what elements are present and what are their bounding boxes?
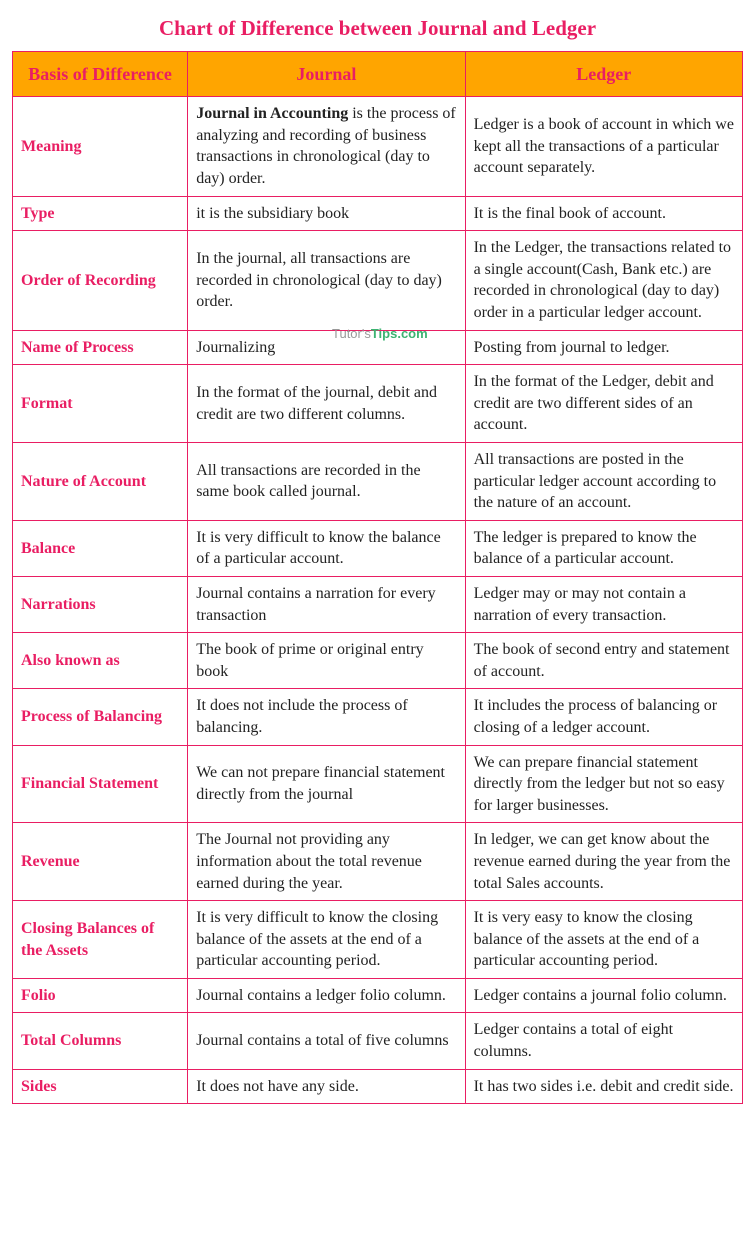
basis-cell: Format <box>13 365 188 443</box>
basis-cell: Balance <box>13 520 188 576</box>
journal-cell: The book of prime or original entry book <box>188 633 465 689</box>
basis-cell: Folio <box>13 978 188 1013</box>
journal-cell: It does not include the process of balan… <box>188 689 465 745</box>
ledger-cell: The book of second entry and statement o… <box>465 633 742 689</box>
basis-cell: Process of Balancing <box>13 689 188 745</box>
basis-cell: Total Columns <box>13 1013 188 1069</box>
ledger-cell: It is the final book of account. <box>465 196 742 231</box>
ledger-cell: The ledger is prepared to know the balan… <box>465 520 742 576</box>
basis-cell: Also known as <box>13 633 188 689</box>
table-row: Order of RecordingIn the journal, all tr… <box>13 231 743 330</box>
table-row: FolioJournal contains a ledger folio col… <box>13 978 743 1013</box>
ledger-cell: Ledger contains a journal folio column. <box>465 978 742 1013</box>
table-row: MeaningJournal in Accounting is the proc… <box>13 97 743 196</box>
journal-cell: In the journal, all transactions are rec… <box>188 231 465 330</box>
table-row: Process of BalancingIt does not include … <box>13 689 743 745</box>
journal-cell: All transactions are recorded in the sam… <box>188 443 465 521</box>
basis-cell: Name of Process <box>13 330 188 365</box>
ledger-cell: We can prepare financial statement direc… <box>465 745 742 823</box>
chart-title: Chart of Difference between Journal and … <box>12 16 743 41</box>
ledger-cell: Ledger may or may not contain a narratio… <box>465 576 742 632</box>
table-row: Closing Balances of the AssetsIt is very… <box>13 901 743 979</box>
table-row: Nature of AccountAll transactions are re… <box>13 443 743 521</box>
journal-cell: Journal in Accounting is the process of … <box>188 97 465 196</box>
journal-cell: Journal contains a narration for every t… <box>188 576 465 632</box>
journal-cell: it is the subsidiary book <box>188 196 465 231</box>
table-row: FormatIn the format of the journal, debi… <box>13 365 743 443</box>
table-row: SidesIt does not have any side.It has tw… <box>13 1069 743 1104</box>
basis-cell: Sides <box>13 1069 188 1104</box>
table-row: Total ColumnsJournal contains a total of… <box>13 1013 743 1069</box>
journal-cell: Journalizing <box>188 330 465 365</box>
header-basis: Basis of Difference <box>13 52 188 97</box>
basis-cell: Nature of Account <box>13 443 188 521</box>
table-row: Name of ProcessJournalizingPosting from … <box>13 330 743 365</box>
ledger-cell: In ledger, we can get know about the rev… <box>465 823 742 901</box>
basis-cell: Revenue <box>13 823 188 901</box>
ledger-cell: In the Ledger, the transactions related … <box>465 231 742 330</box>
ledger-cell: Posting from journal to ledger. <box>465 330 742 365</box>
table-row: Typeit is the subsidiary bookIt is the f… <box>13 196 743 231</box>
journal-cell: It is very difficult to know the balance… <box>188 520 465 576</box>
table-row: Financial StatementWe can not prepare fi… <box>13 745 743 823</box>
journal-cell: It does not have any side. <box>188 1069 465 1104</box>
comparison-table: Basis of Difference Journal Ledger Meani… <box>12 51 743 1104</box>
basis-cell: Order of Recording <box>13 231 188 330</box>
ledger-cell: All transactions are posted in the parti… <box>465 443 742 521</box>
header-journal: Journal <box>188 52 465 97</box>
ledger-cell: It has two sides i.e. debit and credit s… <box>465 1069 742 1104</box>
journal-bold-lead: Journal in Accounting <box>196 105 348 122</box>
table-row: Also known asThe book of prime or origin… <box>13 633 743 689</box>
journal-cell: Journal contains a ledger folio column. <box>188 978 465 1013</box>
ledger-cell: In the format of the Ledger, debit and c… <box>465 365 742 443</box>
journal-cell: The Journal not providing any informatio… <box>188 823 465 901</box>
ledger-cell: It includes the process of balancing or … <box>465 689 742 745</box>
ledger-cell: Ledger is a book of account in which we … <box>465 97 742 196</box>
comparison-chart: Chart of Difference between Journal and … <box>12 16 743 1104</box>
ledger-cell: It is very easy to know the closing bala… <box>465 901 742 979</box>
journal-cell: Journal contains a total of five columns <box>188 1013 465 1069</box>
journal-cell: In the format of the journal, debit and … <box>188 365 465 443</box>
journal-cell: It is very difficult to know the closing… <box>188 901 465 979</box>
basis-cell: Meaning <box>13 97 188 196</box>
ledger-cell: Ledger contains a total of eight columns… <box>465 1013 742 1069</box>
basis-cell: Type <box>13 196 188 231</box>
table-header-row: Basis of Difference Journal Ledger <box>13 52 743 97</box>
table-row: NarrationsJournal contains a narration f… <box>13 576 743 632</box>
basis-cell: Closing Balances of the Assets <box>13 901 188 979</box>
header-ledger: Ledger <box>465 52 742 97</box>
basis-cell: Financial Statement <box>13 745 188 823</box>
table-row: RevenueThe Journal not providing any inf… <box>13 823 743 901</box>
table-row: BalanceIt is very difficult to know the … <box>13 520 743 576</box>
basis-cell: Narrations <box>13 576 188 632</box>
journal-cell: We can not prepare financial statement d… <box>188 745 465 823</box>
